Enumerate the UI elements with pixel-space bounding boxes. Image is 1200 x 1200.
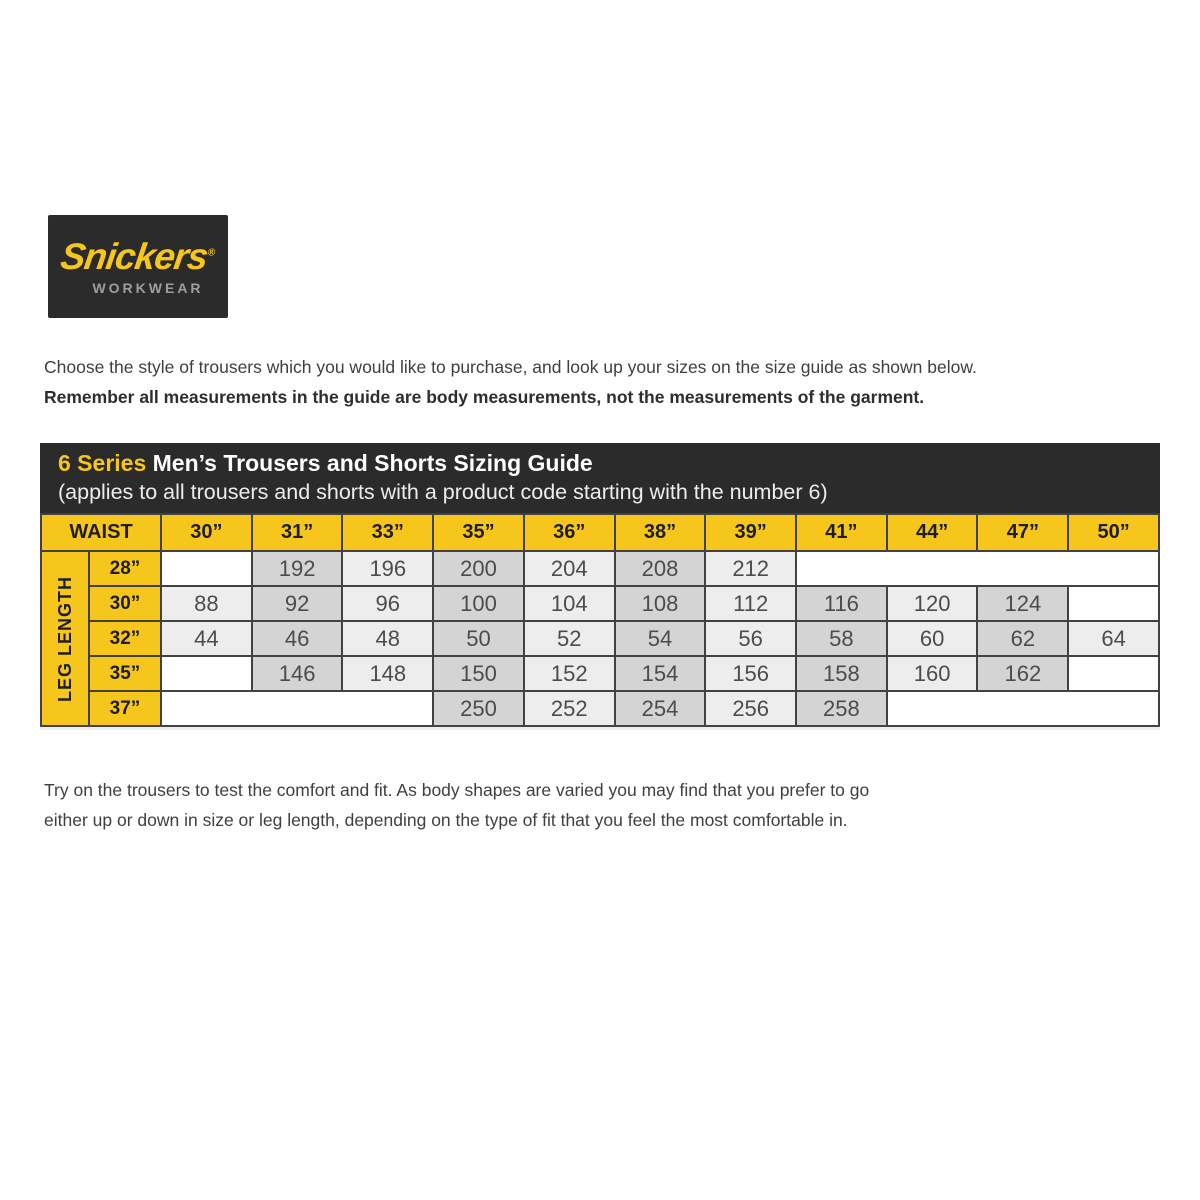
size-cell: 162 (976, 655, 1070, 692)
size-cell: 192 (250, 550, 344, 587)
sizing-table: WAIST 30” 31” 33” 35” 36” 38” 39” 41” 44” 47” 50” L… (40, 513, 1161, 727)
size-cell: 252 (522, 690, 616, 727)
size-cell: 124 (976, 585, 1070, 622)
sizing-guide-titlebar: 6 Series Men’s Trousers and Shorts Sizin… (40, 443, 1160, 513)
leg-row-37: 37” 250 252 254 256 258 (41, 690, 1161, 727)
size-cell-empty (160, 655, 253, 692)
size-cell: 204 (522, 550, 616, 587)
size-cell: 46 (250, 620, 344, 657)
waist-size-header-4: 35” (432, 513, 525, 552)
leg-length-vertical-label: LEG LENGTH (54, 575, 75, 702)
leg-row-28: LEG LENGTH 28” 192 196 200 204 208 212 (40, 550, 1160, 727)
waist-size-header-6: 38” (613, 513, 707, 552)
sizing-guide-subtitle: (applies to all trousers and shorts with… (58, 480, 828, 504)
registered-trademark-icon: ® (207, 247, 217, 259)
intro-line-1: Choose the style of trousers which you w… (44, 357, 977, 377)
size-cell: 256 (704, 690, 798, 727)
size-cell: 88 (160, 585, 253, 622)
snickers-logo: Snickers® WORKWEAR (48, 215, 228, 318)
size-cell-empty (1067, 655, 1160, 692)
footer-line-2: either up or down in size or leg length,… (44, 810, 848, 830)
waist-size-header-9: 44” (885, 513, 979, 552)
size-cell: 96 (341, 585, 435, 622)
waist-size-header-3: 33” (341, 513, 435, 552)
size-cell: 254 (613, 690, 707, 727)
size-cell: 148 (341, 655, 435, 692)
leg-row-32: 32” 44 46 48 50 52 54 56 58 60 62 64 (41, 620, 1160, 657)
size-cell: 56 (704, 620, 798, 657)
waist-header-row: WAIST 30” 31” 33” 35” 36” 38” 39” 41” 44” 47” 50” (40, 513, 1160, 552)
leg-length-label-cell: LEG LENGTH (40, 550, 90, 727)
leg-size-header: 35” (88, 655, 162, 692)
size-cell: 150 (432, 655, 525, 692)
size-cell: 156 (704, 655, 798, 692)
footer-text: Try on the trousers to test the comfort … (44, 775, 1160, 835)
waist-size-header-5: 36” (522, 513, 616, 552)
size-cell: 104 (522, 585, 616, 622)
footer-line-1: Try on the trousers to test the comfort … (44, 780, 870, 800)
size-cell-empty (159, 690, 435, 727)
size-cell: 152 (522, 655, 616, 692)
series-label: 6 Series (58, 450, 147, 476)
waist-label-cell: WAIST (40, 513, 162, 552)
size-cell: 112 (704, 585, 798, 622)
size-cell: 158 (795, 655, 888, 692)
size-cell: 116 (795, 585, 888, 622)
size-cell-empty (795, 550, 1160, 587)
intro-text: Choose the style of trousers which you w… (44, 352, 1160, 412)
size-cell: 52 (522, 620, 616, 657)
size-cell: 58 (795, 620, 888, 657)
leg-size-header: 37” (88, 690, 162, 727)
size-cell-empty (1067, 585, 1160, 622)
size-cell: 64 (1067, 620, 1160, 657)
waist-size-header-2: 31” (250, 513, 344, 552)
logo-sub-brand: WORKWEAR (92, 280, 204, 296)
size-cell: 154 (613, 655, 707, 692)
size-cell: 54 (613, 620, 707, 657)
leg-row-30: 30” 88 92 96 100 104 108 112 116 120 124 (41, 585, 1160, 622)
size-cell: 212 (704, 550, 798, 587)
size-cell: 60 (885, 620, 979, 657)
waist-size-header-1: 30” (160, 513, 253, 552)
sizing-guide-title: 6 Series Men’s Trousers and Shorts Sizin… (58, 448, 1142, 478)
size-cell: 196 (341, 550, 435, 587)
size-cell: 48 (341, 620, 435, 657)
size-cell: 108 (613, 585, 707, 622)
size-cell: 200 (432, 550, 525, 587)
size-cell-empty (885, 690, 1161, 727)
size-cell: 62 (976, 620, 1070, 657)
logo-brand-word: Snickers (58, 236, 211, 277)
table-body: LEG LENGTH 28” 192 196 200 204 208 212 30” 88 92 96… (40, 550, 1161, 727)
size-cell: 160 (885, 655, 979, 692)
size-cell: 120 (885, 585, 979, 622)
waist-size-header-10: 47” (976, 513, 1070, 552)
size-cell: 250 (432, 690, 525, 727)
logo-brand-text: Snickers® (58, 236, 218, 277)
waist-size-header-7: 39” (704, 513, 798, 552)
leg-size-header: 32” (88, 620, 162, 657)
size-cell-empty (160, 550, 253, 587)
leg-size-header: 30” (88, 585, 162, 622)
size-cell: 44 (160, 620, 253, 657)
size-cell: 50 (432, 620, 525, 657)
leg-row-35: 35” 146 148 150 152 154 156 158 160 162 (41, 655, 1160, 692)
table-head: WAIST 30” 31” 33” 35” 36” 38” 39” 41” 44” 47” 50” (40, 513, 1160, 552)
leg-size-header: 28” (88, 550, 162, 587)
size-cell: 92 (250, 585, 344, 622)
sizing-guide: 6 Series Men’s Trousers and Shorts Sizin… (40, 443, 1161, 727)
waist-size-header-11: 50” (1067, 513, 1160, 552)
size-cell: 146 (250, 655, 344, 692)
size-cell: 208 (613, 550, 707, 587)
size-cell: 258 (795, 690, 888, 727)
waist-size-header-8: 41” (795, 513, 888, 552)
title-rest: Men’s Trousers and Shorts Sizing Guide (146, 450, 593, 476)
size-cell: 100 (432, 585, 525, 622)
intro-line-2: Remember all measurements in the guide a… (44, 387, 925, 407)
